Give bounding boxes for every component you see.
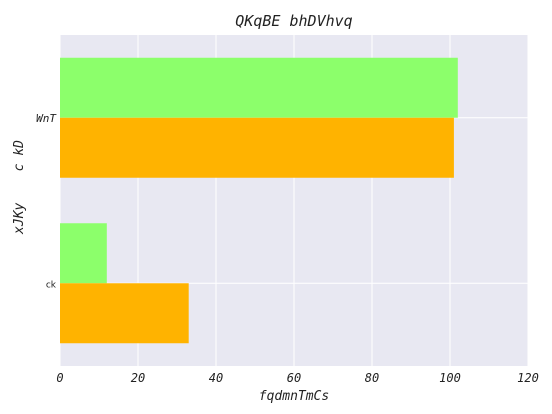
y-tick-label: ck (46, 280, 57, 290)
y-axis-label: xJKy c kD (12, 140, 27, 235)
x-tick-label: 80 (365, 371, 379, 385)
bar-ck-series-2 (60, 283, 189, 344)
y-tick-label: WnT (36, 112, 57, 125)
bars (60, 57, 458, 344)
x-tick-label: 20 (131, 371, 145, 385)
x-tick-label: 100 (439, 371, 461, 385)
x-tick-label: 0 (56, 371, 63, 385)
chart-title: QKqBE bhDVhvq (235, 12, 352, 30)
x-tick-labels: 0 20 40 60 80 100 120 (56, 371, 538, 385)
bar-ck-series-1 (60, 223, 107, 284)
x-axis-label: fqdmnTmCs (259, 389, 329, 404)
bar-wnt-series-1 (60, 57, 458, 118)
x-tick-label: 60 (287, 371, 301, 385)
bar-wnt-series-2 (60, 117, 454, 178)
y-tick-labels: WnT ck (36, 112, 57, 291)
x-tick-label: 120 (517, 371, 539, 385)
x-tick-label: 40 (209, 371, 223, 385)
